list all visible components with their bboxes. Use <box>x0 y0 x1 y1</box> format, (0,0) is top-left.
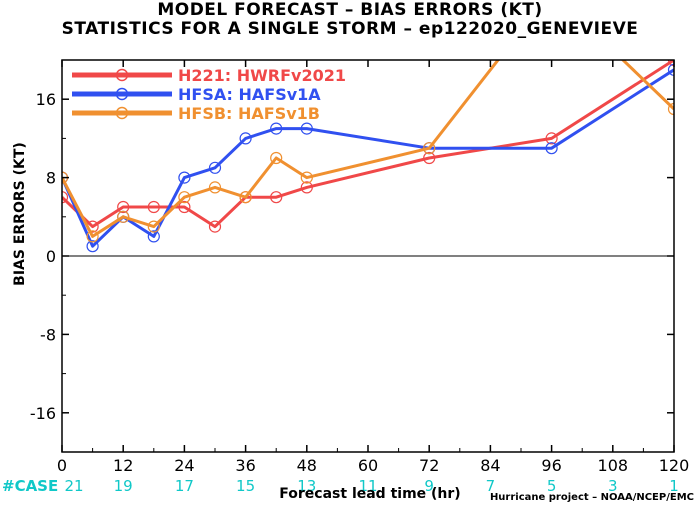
case-count: 3 <box>608 477 618 495</box>
data-point <box>86 240 99 253</box>
data-point <box>239 191 252 204</box>
case-count: 19 <box>114 477 133 495</box>
x-tick-label: 72 <box>419 456 439 475</box>
data-point <box>178 200 191 214</box>
data-point <box>270 191 283 204</box>
data-point <box>423 142 436 155</box>
chart-title-line-2: STATISTICS FOR A SINGLE STORM – ep122020… <box>61 19 639 39</box>
data-point <box>270 151 283 165</box>
data-point <box>147 230 160 243</box>
data-point <box>178 171 191 184</box>
y-tick-label: 16 <box>36 90 56 109</box>
data-point <box>300 181 313 194</box>
data-point <box>270 122 283 135</box>
data-point <box>178 191 191 204</box>
legend-swatch-marker <box>115 87 129 101</box>
data-point <box>239 132 252 145</box>
y-tick-label: -8 <box>40 325 56 344</box>
data-point <box>667 102 674 116</box>
y-tick-label: 8 <box>46 169 56 188</box>
legend-label: H221: HWRFv2021 <box>178 66 346 85</box>
data-point <box>667 63 674 76</box>
legend-label: HFSB: HAFSv1B <box>178 104 320 123</box>
x-tick-label: 12 <box>113 456 133 475</box>
chart-title-line-1: MODEL FORECAST – BIAS ERRORS (KT) <box>157 0 543 20</box>
data-point <box>86 230 99 243</box>
case-count: 5 <box>547 477 557 495</box>
x-tick-label: 24 <box>174 456 194 475</box>
case-count: 11 <box>358 477 377 495</box>
x-tick-label: 84 <box>480 456 500 475</box>
legend-label: HFSA: HAFSv1A <box>178 85 321 104</box>
y-axis-label: BIAS ERRORS (KT) <box>12 142 28 286</box>
x-tick-label: 36 <box>235 456 255 475</box>
x-tick-label: 120 <box>659 456 690 475</box>
case-label: #CASE <box>2 477 58 495</box>
x-tick-label: 108 <box>598 456 629 475</box>
case-count: 21 <box>64 477 83 495</box>
x-tick-label: 60 <box>358 456 378 475</box>
data-point <box>208 220 222 233</box>
y-tick-label: 0 <box>46 247 56 266</box>
legend-swatch-marker <box>115 106 129 120</box>
data-point <box>208 181 222 194</box>
y-tick-label: -16 <box>30 404 56 423</box>
data-point <box>117 200 130 214</box>
x-axis-label: Forecast lead time (hr) <box>279 486 460 502</box>
data-point <box>117 210 130 223</box>
data-point <box>147 200 160 214</box>
data-point <box>147 220 160 233</box>
data-point <box>545 142 558 155</box>
data-point <box>62 191 69 204</box>
data-point <box>208 161 222 174</box>
data-point <box>300 122 313 135</box>
case-count: 13 <box>297 477 316 495</box>
credit-text: Hurricane project – NOAA/NCEP/EMC <box>490 492 694 503</box>
x-tick-label: 96 <box>541 456 561 475</box>
case-count: 1 <box>669 477 679 495</box>
data-point <box>300 171 313 184</box>
legend-swatch-marker <box>115 68 129 82</box>
case-count: 9 <box>424 477 434 495</box>
x-tick-label: 48 <box>297 456 317 475</box>
data-point <box>423 151 436 165</box>
case-count: 15 <box>236 477 255 495</box>
x-tick-label: 0 <box>57 456 67 475</box>
case-count: 7 <box>486 477 496 495</box>
case-count: 17 <box>175 477 194 495</box>
data-point <box>545 132 558 145</box>
